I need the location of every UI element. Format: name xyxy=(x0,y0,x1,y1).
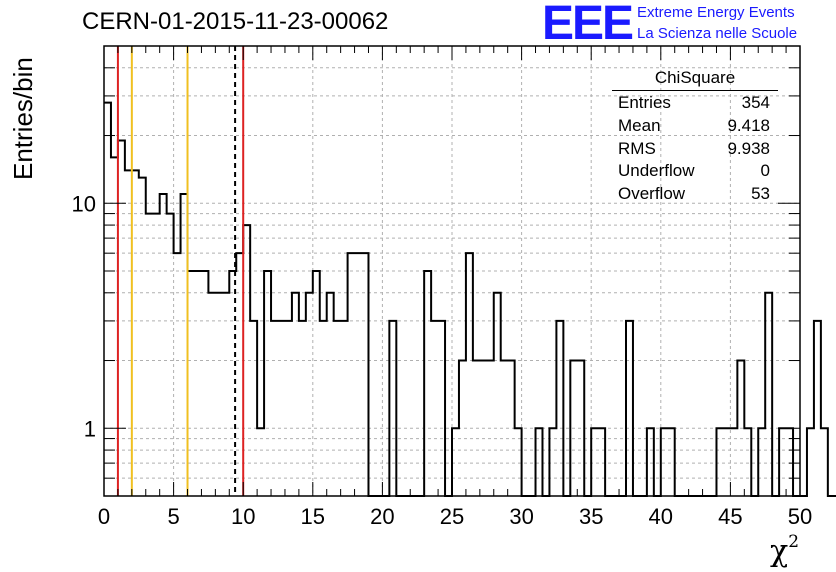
logo-line-1: Extreme Energy Events xyxy=(637,4,795,21)
x-tick-label: 35 xyxy=(579,504,603,529)
stats-value: 354 xyxy=(741,93,770,112)
x-tick-label: 40 xyxy=(649,504,673,529)
stats-value: 0 xyxy=(760,161,770,181)
stats-row-mean: Mean 9.418 xyxy=(612,116,778,139)
stats-rows: Entries 354 Mean 9.418 RMS 9.938 Underflow 0 Ove… xyxy=(612,93,778,207)
stats-label: Overflow xyxy=(618,184,686,204)
stats-box: ChiSquare Entries 354 Mean 9.418 RMS 9.938 Und… xyxy=(612,68,778,207)
x-axis-label-superscript: 2 xyxy=(788,532,800,552)
stats-row-underflow: Underflow 0 xyxy=(612,161,778,184)
y-tick-label: 10 xyxy=(72,191,96,216)
x-tick-label: 30 xyxy=(509,504,533,529)
stats-row-entries: Entries 354 xyxy=(612,93,778,116)
stats-label: Entries xyxy=(618,93,671,112)
x-tick-label: 15 xyxy=(301,504,325,529)
y-tick-label: 1 xyxy=(84,416,96,441)
stats-row-overflow: Overflow 53 xyxy=(612,184,778,207)
stats-label: Underflow xyxy=(618,161,695,181)
x-tick-label: 10 xyxy=(231,504,255,529)
logo-line-2: La Scienza nelle Scuole xyxy=(637,25,798,42)
x-tick-label: 25 xyxy=(440,504,464,529)
stats-label: Mean xyxy=(618,115,661,135)
stats-value: 9.418 xyxy=(727,115,770,135)
y-axis-label: Entries/bin xyxy=(8,57,38,180)
eee-logo: EEE xyxy=(542,0,634,50)
chart-title: CERN-01-2015-11-23-00062 xyxy=(82,8,389,35)
x-tick-label: 0 xyxy=(98,504,110,529)
x-axis-label-base: χ xyxy=(770,534,789,569)
x-tick-label: 5 xyxy=(167,504,179,529)
stats-box-title: ChiSquare xyxy=(612,68,778,91)
x-axis-label: χ2 xyxy=(770,532,800,569)
x-tick-label: 50 xyxy=(788,504,812,529)
stats-value: 9.938 xyxy=(727,138,770,158)
x-tick-label: 45 xyxy=(718,504,742,529)
stats-label: RMS xyxy=(618,138,656,158)
stats-value: 53 xyxy=(751,184,770,204)
stats-row-rms: RMS 9.938 xyxy=(612,139,778,162)
x-tick-label: 20 xyxy=(370,504,394,529)
